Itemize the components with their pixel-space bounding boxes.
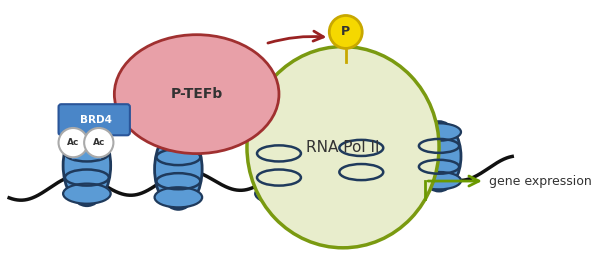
Ellipse shape (63, 125, 110, 206)
Ellipse shape (338, 120, 385, 200)
Ellipse shape (417, 123, 461, 141)
Ellipse shape (155, 187, 202, 207)
Ellipse shape (247, 47, 439, 248)
Text: gene expression: gene expression (490, 175, 592, 188)
Ellipse shape (255, 184, 303, 204)
Ellipse shape (255, 125, 303, 206)
FancyBboxPatch shape (59, 104, 130, 135)
Ellipse shape (417, 172, 461, 189)
Circle shape (329, 16, 362, 48)
Text: Ac: Ac (92, 138, 105, 147)
Ellipse shape (338, 178, 385, 198)
Text: RNA Pol II: RNA Pol II (306, 140, 380, 155)
Ellipse shape (255, 127, 303, 147)
Text: P-TEFb: P-TEFb (170, 87, 223, 101)
Ellipse shape (417, 122, 461, 191)
Text: BRD4: BRD4 (80, 115, 112, 125)
Text: P: P (341, 25, 350, 39)
Ellipse shape (155, 129, 202, 209)
Ellipse shape (63, 184, 110, 204)
Text: Ac: Ac (67, 138, 79, 147)
Circle shape (84, 128, 113, 157)
Ellipse shape (63, 127, 110, 147)
Ellipse shape (338, 122, 385, 142)
Ellipse shape (155, 131, 202, 151)
Circle shape (59, 128, 88, 157)
Ellipse shape (115, 35, 279, 153)
